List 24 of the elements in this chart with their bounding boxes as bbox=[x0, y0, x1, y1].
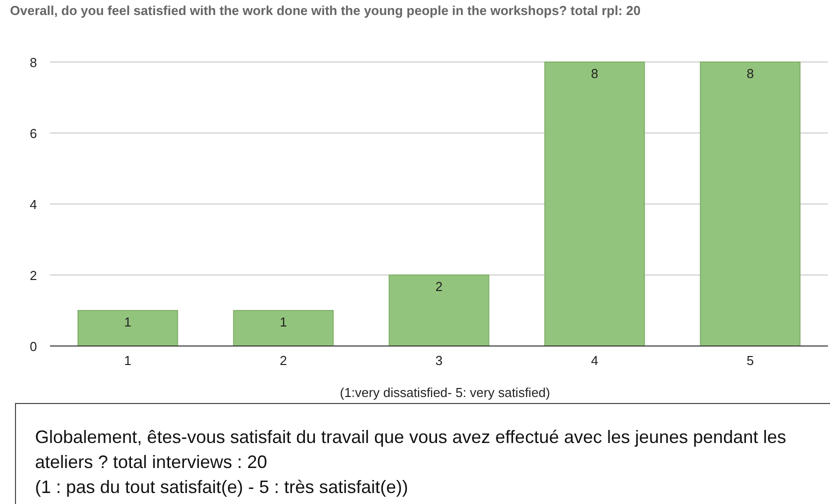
x-axis-title: (1:very dissatisfied- 5: very satisfied) bbox=[340, 385, 550, 400]
bar bbox=[388, 274, 490, 346]
y-tick-label: 2 bbox=[30, 268, 37, 283]
bar bbox=[78, 310, 178, 346]
y-tick-label: 6 bbox=[30, 126, 37, 141]
data-label: 1 bbox=[280, 314, 288, 330]
bar bbox=[233, 310, 334, 346]
x-tick-label: 2 bbox=[280, 353, 288, 368]
x-tick-label: 4 bbox=[590, 353, 598, 368]
data-label: 8 bbox=[746, 66, 754, 81]
y-tick-label: 8 bbox=[30, 55, 37, 70]
x-tick-label: 3 bbox=[435, 353, 443, 368]
bar bbox=[544, 62, 645, 346]
x-tick-label: 5 bbox=[746, 353, 754, 368]
data-label: 8 bbox=[590, 66, 598, 81]
text: Globalement, êtes-vous satisfait du travail que vous avez effectué avec les jeunes pendant les ateliers ? total interviews : 20 bbox=[35, 427, 786, 472]
data-label: 1 bbox=[124, 314, 132, 330]
y-tick-label: 4 bbox=[30, 197, 37, 212]
x-tick-label: 1 bbox=[124, 353, 132, 368]
chart-title: Overall, do you feel satisfied with the work done with the young people in the workshops? total rpl: 20 bbox=[10, 3, 641, 18]
text: (1 : pas du tout satisfait(e) - 5 : très satisfait(e)) bbox=[35, 477, 408, 497]
y-tick-label: 0 bbox=[30, 339, 37, 354]
data-label: 2 bbox=[435, 279, 443, 294]
bar bbox=[700, 62, 800, 346]
